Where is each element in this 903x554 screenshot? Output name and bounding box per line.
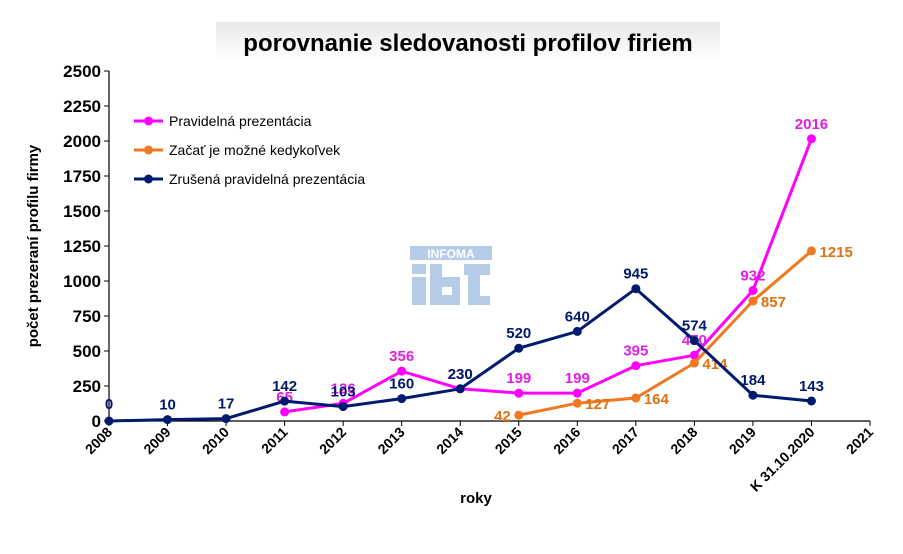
data-point: [689, 350, 699, 360]
data-point: [338, 402, 348, 412]
data-point: [514, 388, 524, 398]
y-tick-label: 0: [92, 412, 101, 431]
x-tick-label: 2009: [140, 424, 173, 457]
data-label: 184: [740, 372, 766, 389]
y-tick-label: 750: [73, 307, 101, 326]
data-point: [397, 366, 407, 376]
data-label: 142: [272, 378, 297, 395]
x-tick-label: 2013: [374, 424, 407, 457]
svg-text:INFOMA: INFOMA: [427, 247, 475, 261]
legend-marker-2: [144, 145, 153, 155]
data-label: 640: [565, 308, 590, 325]
y-tick-label: 1750: [63, 167, 101, 186]
data-point: [514, 410, 524, 420]
data-point: [689, 358, 699, 368]
data-label: 230: [448, 366, 473, 383]
series-line-3: [108, 287, 812, 423]
data-label: 1215: [819, 244, 852, 261]
x-tick-label: 2011: [258, 424, 291, 457]
x-tick-label: 2015: [492, 424, 525, 457]
data-label: 414: [702, 356, 728, 373]
data-point: [572, 326, 582, 336]
x-tick-label: 2019: [726, 424, 759, 457]
data-point: [572, 398, 582, 408]
y-tick-label: 1500: [63, 202, 101, 221]
data-label: 143: [799, 378, 824, 395]
data-point: [806, 396, 816, 406]
data-label: 0: [105, 396, 113, 413]
data-point: [748, 296, 758, 306]
data-point: [631, 284, 641, 294]
data-label: 932: [740, 268, 765, 285]
data-point: [163, 415, 173, 425]
x-tick-label: 2014: [433, 424, 466, 457]
x-tick-label: 2010: [199, 424, 232, 457]
data-point: [806, 246, 816, 256]
x-tick-label: 2008: [82, 424, 115, 457]
data-label: 574: [682, 318, 708, 335]
data-point: [748, 390, 758, 400]
data-label: 164: [644, 391, 670, 408]
legend-label-2: Začať je možné kedykoľvek: [169, 142, 341, 158]
data-point: [455, 384, 465, 394]
data-point: [631, 361, 641, 371]
data-point: [689, 336, 699, 346]
y-tick-label: 1000: [63, 272, 101, 291]
data-label: 127: [585, 396, 610, 413]
y-tick-label: 2500: [63, 62, 101, 81]
data-label: 2016: [795, 116, 828, 133]
data-label: 126: [331, 380, 356, 397]
data-point: [280, 407, 290, 417]
y-axis-title: počet prezeraní profilu firmy: [25, 144, 42, 347]
data-label: 17: [218, 396, 235, 413]
data-point: [104, 416, 114, 426]
watermark-logo: INFOMA: [410, 246, 492, 305]
data-label: 230: [448, 366, 473, 383]
x-tick-label: 2017: [609, 424, 642, 457]
legend-marker-1: [144, 116, 153, 126]
y-tick-label: 2250: [63, 97, 101, 116]
data-point: [572, 388, 582, 398]
x-tick-label: 2016: [550, 424, 583, 457]
chart-title-box: porovnanie sledovanosti profilov firiem: [216, 22, 720, 64]
data-label: 160: [389, 376, 414, 393]
data-label: 356: [389, 348, 414, 365]
data-point: [221, 414, 231, 424]
data-point: [806, 134, 816, 144]
data-point: [514, 343, 524, 353]
y-tick-label: 2000: [63, 132, 101, 151]
data-point: [748, 286, 758, 296]
data-point: [280, 396, 290, 406]
legend-marker-3: [144, 174, 153, 184]
data-label: 103: [331, 384, 356, 401]
legend-label-3: Zrušená pravidelná prezentácia: [169, 171, 365, 187]
data-label: 199: [506, 370, 531, 387]
y-tick-label: 500: [73, 342, 101, 361]
data-label: 857: [761, 294, 786, 311]
data-label: 199: [565, 370, 590, 387]
series-line-1: [284, 138, 813, 414]
data-label: 945: [623, 266, 648, 283]
data-label: 42: [494, 408, 511, 425]
data-label: 395: [623, 343, 648, 360]
x-axis-title: roky: [460, 490, 492, 507]
x-tick-label: 2021: [843, 424, 876, 457]
y-tick-label: 250: [73, 377, 101, 396]
legend-label-1: Pravidelná prezentácia: [169, 113, 312, 129]
series-line-2: [518, 249, 813, 417]
data-label: 520: [506, 325, 531, 342]
data-label: 10: [159, 397, 176, 414]
y-tick-label: 1250: [63, 237, 101, 256]
chart-title: porovnanie sledovanosti profilov firiem: [243, 30, 693, 57]
x-tick-label: 2018: [667, 424, 700, 457]
x-tick-label: 2012: [316, 424, 349, 457]
data-point: [397, 394, 407, 404]
data-point: [631, 393, 641, 403]
